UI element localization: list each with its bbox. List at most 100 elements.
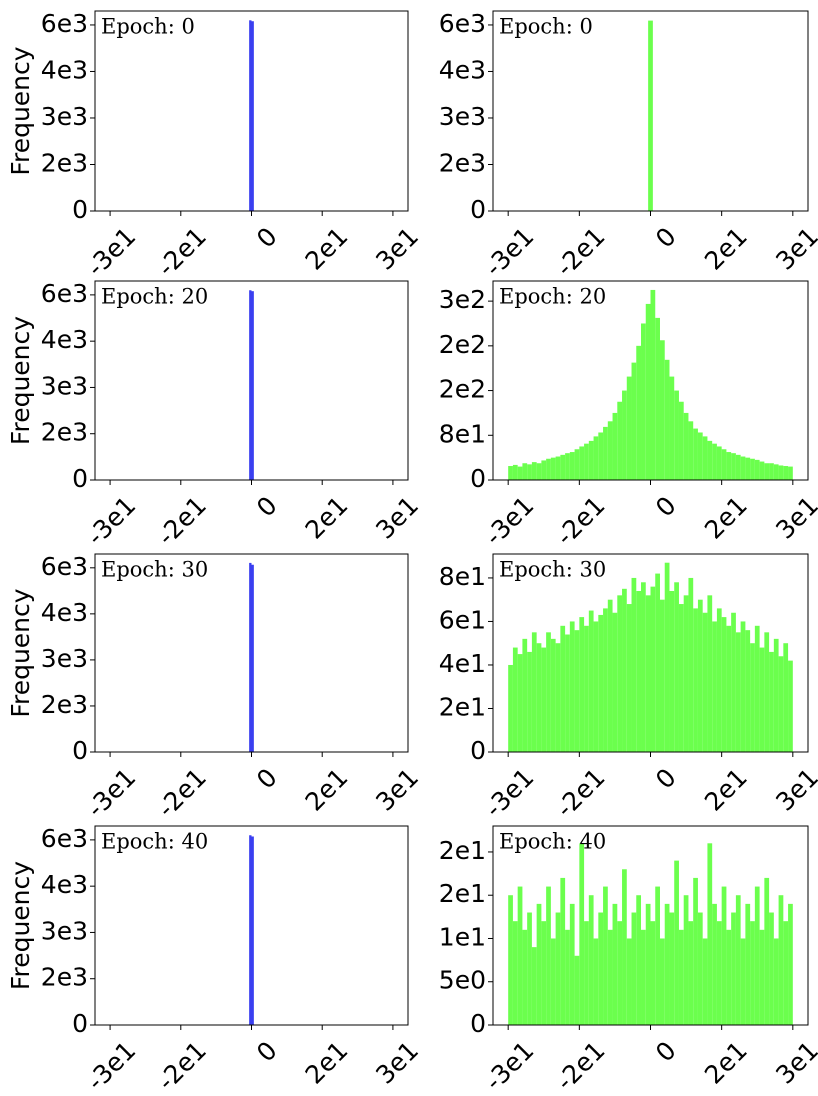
y-tick-label: 3e3 (41, 371, 88, 400)
histogram-bar (607, 599, 613, 752)
y-tick-label: 3e3 (41, 644, 88, 673)
x-tick-label: -3e1 (479, 763, 539, 823)
y-tick-label: 2e1 (439, 836, 486, 865)
histogram-bar (569, 621, 575, 752)
y-tick-label: 3e3 (41, 916, 88, 945)
x-tick-label: 0 (251, 491, 283, 523)
histogram-bar (631, 577, 637, 752)
histogram-bar (754, 459, 760, 480)
y-tick-label: 4e3 (439, 55, 486, 84)
histogram-bar (778, 895, 784, 1025)
histogram-bar (598, 432, 604, 480)
x-tick-label: 0 (650, 491, 682, 523)
x-tick-label: 2e1 (300, 763, 354, 817)
y-tick-label: 2e3 (439, 148, 486, 177)
histogram-bar (546, 886, 551, 1025)
y-tick-label: 2e3 (41, 418, 88, 447)
histogram-bar (655, 317, 660, 480)
histogram-bar (726, 452, 732, 480)
y-tick-label: 3e3 (41, 102, 88, 131)
subplot: 0 8e1 2e2 2e2 3e2 -3e1 -2e1 0 2e1 3e1 Epoch: 20 (439, 280, 818, 551)
histogram-bar (579, 446, 585, 480)
histogram-bar (683, 895, 689, 1025)
histogram-bar (707, 440, 713, 480)
histogram-bar (622, 869, 627, 1025)
histogram-bar (707, 595, 713, 752)
x-tick-label: -2e1 (152, 763, 212, 823)
histogram-bar (788, 466, 793, 480)
histogram-bar (579, 843, 585, 1025)
histogram-bar (517, 466, 523, 480)
histogram-bar (773, 938, 779, 1025)
histogram-bar (565, 453, 570, 480)
histogram-bar (716, 446, 722, 480)
histogram-bar (527, 912, 532, 1025)
histogram-bar (735, 895, 741, 1025)
x-tick-label: -2e1 (550, 763, 610, 823)
histogram-bar (588, 895, 594, 1025)
histogram-bar (574, 630, 580, 752)
histogram-bar (251, 21, 254, 211)
histogram-bar (783, 921, 789, 1025)
histogram-bar (555, 643, 561, 752)
subplot-title: Epoch: 30 (101, 558, 208, 582)
histogram-bar (593, 436, 599, 480)
histogram-bar (531, 462, 537, 480)
histogram-bar (584, 921, 589, 1025)
histogram-bar (664, 562, 670, 752)
histogram-bar (512, 921, 518, 1025)
histogram-bar (650, 289, 656, 480)
y-axis-label: Frequency (6, 588, 35, 717)
histogram-bar (764, 632, 770, 752)
histogram-bar (769, 463, 774, 480)
histogram-bar (669, 376, 675, 480)
y-tick-label: 2e3 (41, 148, 88, 177)
histogram-bar (560, 877, 566, 1025)
histogram-bar (659, 938, 665, 1025)
x-tick-label: 2e1 (699, 763, 753, 817)
histogram-bar (636, 895, 642, 1025)
histogram-bar (560, 454, 566, 480)
histogram-bar (522, 929, 528, 1025)
histogram-bar (536, 643, 542, 752)
histogram-bar (716, 921, 722, 1025)
histogram-bar (641, 929, 646, 1025)
x-tick-label: 2e1 (699, 1036, 753, 1090)
y-tick-label: 1e1 (439, 922, 486, 951)
x-tick-label: -3e1 (479, 222, 539, 282)
histogram-bar (598, 614, 604, 752)
y-axis-label: Frequency (6, 46, 35, 175)
subplot: 0 2e1 4e1 6e1 8e1 -3e1 -2e1 0 2e1 3e1 Epoch: 30 (439, 553, 818, 823)
histogram-bar (693, 428, 698, 480)
histogram-bar (678, 929, 684, 1025)
histogram-bar (541, 647, 547, 752)
histogram-bar (607, 929, 613, 1025)
histogram-bar (721, 886, 727, 1025)
histogram-bar (607, 421, 613, 480)
x-tick-label: -3e1 (81, 491, 141, 551)
histogram-bar (721, 449, 727, 480)
histogram-bar (655, 573, 660, 752)
x-tick-label: -2e1 (152, 491, 212, 551)
histogram-bar (731, 612, 736, 752)
histogram-bar (626, 376, 632, 480)
y-tick-label: 6e3 (439, 9, 486, 38)
x-tick-label: 3e1 (370, 763, 424, 817)
y-tick-label: 3e2 (439, 285, 486, 314)
histogram-bar (603, 886, 608, 1025)
histogram-bar (641, 323, 646, 480)
y-tick-label: 6e3 (41, 552, 88, 581)
histogram-bar (522, 638, 528, 752)
histogram-bar (726, 625, 732, 752)
histogram-bar (588, 440, 594, 480)
histogram-bar (522, 463, 528, 480)
histogram-bar (702, 612, 708, 752)
y-tick-label: 6e3 (41, 9, 88, 38)
y-tick-label: 0 (470, 464, 486, 493)
histogram-bar (674, 860, 679, 1025)
histogram-bar (678, 401, 684, 480)
histogram-bar (508, 466, 513, 480)
histogram-bar (517, 654, 523, 752)
